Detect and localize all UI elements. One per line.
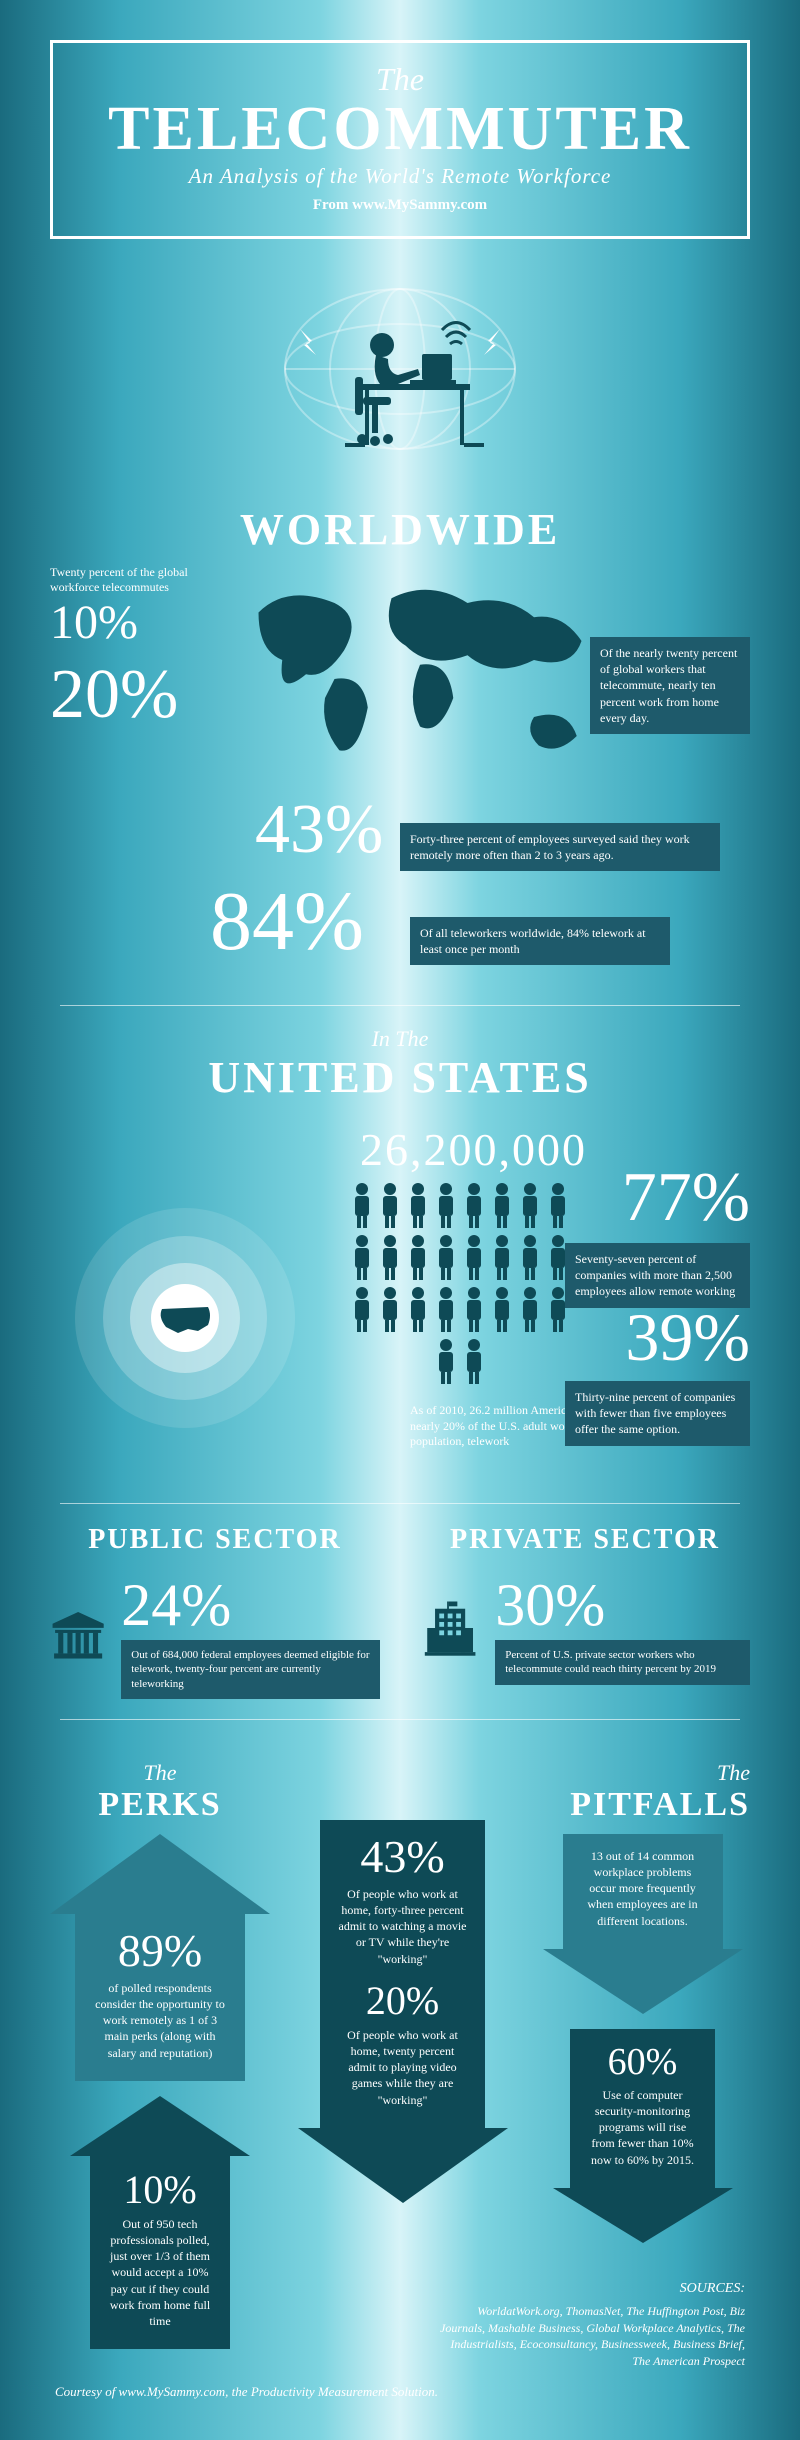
us-pre: In The: [0, 1026, 800, 1052]
perks-title: PERKS: [50, 1786, 270, 1824]
perks-pitfalls: The PERKS 89% of polled respondents cons…: [50, 1760, 750, 2349]
world-map-icon: [230, 565, 610, 774]
us-77-text: Seventy-seven percent of companies with …: [565, 1243, 750, 1308]
us-39pct: 39%: [625, 1303, 750, 1371]
pit-43-text: Of people who work at home, forty-three …: [338, 1886, 467, 1967]
pit-43-pct: 43%: [338, 1834, 467, 1880]
us-title: UNITED STATES: [0, 1052, 800, 1103]
private-sector: PRIVATE SECTOR 30% Percent of U.S. priva…: [420, 1524, 750, 1699]
perks-10-text: Out of 950 tech professionals polled, ju…: [108, 2216, 212, 2329]
perks-arrow-10: 10% Out of 950 tech professionals polled…: [70, 2096, 250, 2349]
public-pct: 24%: [121, 1571, 380, 1640]
divider: [60, 1005, 740, 1006]
pit-60-pct: 60%: [588, 2043, 697, 2081]
public-text: Out of 684,000 federal employees deemed …: [121, 1640, 380, 1699]
perks-89-pct: 89%: [93, 1928, 227, 1974]
sources: SOURCES: WorldatWork.org, ThomasNet, The…: [435, 2279, 745, 2370]
pitfalls-title: PITFALLS: [535, 1786, 750, 1824]
us-39-text: Thirty-nine percent of companies with fe…: [565, 1381, 750, 1446]
hero-illustration: [0, 269, 800, 474]
public-title: PUBLIC SECTOR: [50, 1524, 380, 1556]
ww-20-text: Twenty percent of the global workforce t…: [50, 565, 220, 595]
header-title: TELECOMMUTER: [73, 98, 727, 160]
ww-84-text: Of all teleworkers worldwide, 84% telewo…: [410, 917, 670, 965]
pit-arrow-13: 13 out of 14 common workplace problems o…: [543, 1834, 743, 2014]
pitfalls-mid-column: 43% Of people who work at home, forty-th…: [295, 1760, 510, 2349]
private-pct: 30%: [495, 1571, 750, 1640]
header-box: The TELECOMMUTER An Analysis of the Worl…: [50, 40, 750, 239]
pit-13-text: 13 out of 14 common workplace problems o…: [581, 1848, 705, 1929]
header-subtitle: An Analysis of the World's Remote Workfo…: [73, 164, 727, 189]
pitfalls-column: The PITFALLS 13 out of 14 common workpla…: [535, 1760, 750, 2349]
pit-arrow-43: 43% Of people who work at home, forty-th…: [298, 1820, 508, 2203]
worldwide-title: WORLDWIDE: [0, 504, 800, 555]
worldwide-section: 20% Twenty percent of the global workfor…: [50, 565, 750, 985]
us-count: 26,200,000: [360, 1123, 587, 1176]
perks-column: The PERKS 89% of polled respondents cons…: [50, 1760, 270, 2349]
perks-89-text: of polled respondents consider the oppor…: [93, 1980, 227, 2061]
private-title: PRIVATE SECTOR: [420, 1524, 750, 1556]
ww-43-text: Forty-three percent of employees surveye…: [400, 823, 720, 871]
office-building-icon: [420, 1578, 480, 1678]
public-sector: PUBLIC SECTOR 24% Out of 684,000 federal…: [50, 1524, 380, 1699]
pit-20-text: Of people who work at home, twenty perce…: [338, 2027, 467, 2108]
private-text: Percent of U.S. private sector workers w…: [495, 1640, 750, 1685]
divider: [60, 1503, 740, 1504]
ww-43pct: 43%: [255, 795, 383, 865]
pitfalls-the: The: [535, 1760, 750, 1786]
people-grid-icon: [350, 1181, 580, 1401]
us-77pct: 77%: [622, 1163, 750, 1233]
ww-84pct: 84%: [210, 880, 364, 964]
sectors-row: PUBLIC SECTOR 24% Out of 684,000 federal…: [50, 1524, 750, 1699]
ww-10-text: Of the nearly twenty percent of global w…: [590, 637, 750, 734]
header-from: From www.MySammy.com: [73, 197, 727, 214]
divider: [60, 1719, 740, 1720]
sources-text: WorldatWork.org, ThomasNet, The Huffingt…: [435, 2303, 745, 2370]
government-building-icon: [50, 1585, 106, 1685]
header-the: The: [73, 61, 727, 98]
us-section: 26,200,000 As of 2010, 26.2 million Amer…: [50, 1103, 750, 1483]
perks-the: The: [50, 1760, 270, 1786]
us-count-text: As of 2010, 26.2 million Americans, near…: [410, 1403, 590, 1450]
us-map-ring-icon: [70, 1203, 300, 1433]
pit-60-text: Use of computer security-monitoring prog…: [588, 2087, 697, 2168]
pit-20-pct: 20%: [338, 1981, 467, 2021]
perks-arrow-89: 89% of polled respondents consider the o…: [50, 1834, 270, 2081]
footer-credit: Courtesy of www.MySammy.com, the Product…: [55, 2384, 438, 2400]
ww-20pct: 20%: [50, 660, 178, 730]
perks-10-pct: 10%: [108, 2170, 212, 2210]
pit-arrow-60: 60% Use of computer security-monitoring …: [553, 2029, 733, 2243]
sources-title: SOURCES:: [435, 2279, 745, 2299]
